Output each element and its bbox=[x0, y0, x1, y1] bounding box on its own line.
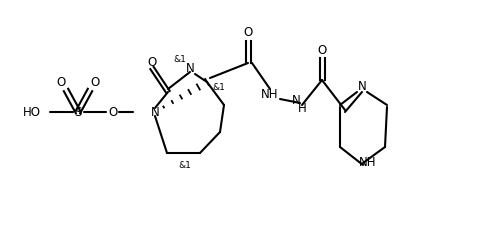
Text: N: N bbox=[151, 106, 159, 119]
Text: O: O bbox=[317, 43, 327, 56]
Text: O: O bbox=[57, 76, 65, 88]
Text: HO: HO bbox=[23, 106, 41, 119]
Text: N: N bbox=[186, 63, 194, 76]
Text: &1: &1 bbox=[179, 160, 191, 169]
Text: O: O bbox=[244, 27, 252, 40]
Text: O: O bbox=[90, 76, 100, 88]
Text: H: H bbox=[298, 101, 307, 115]
Text: NH: NH bbox=[359, 157, 377, 169]
Text: N: N bbox=[292, 94, 301, 106]
Text: S: S bbox=[74, 106, 82, 119]
Text: &1: &1 bbox=[213, 83, 226, 92]
Text: &1: &1 bbox=[174, 56, 186, 65]
Text: O: O bbox=[147, 56, 157, 68]
Text: O: O bbox=[108, 106, 118, 119]
Text: N: N bbox=[358, 81, 367, 94]
Text: NH: NH bbox=[261, 88, 279, 101]
